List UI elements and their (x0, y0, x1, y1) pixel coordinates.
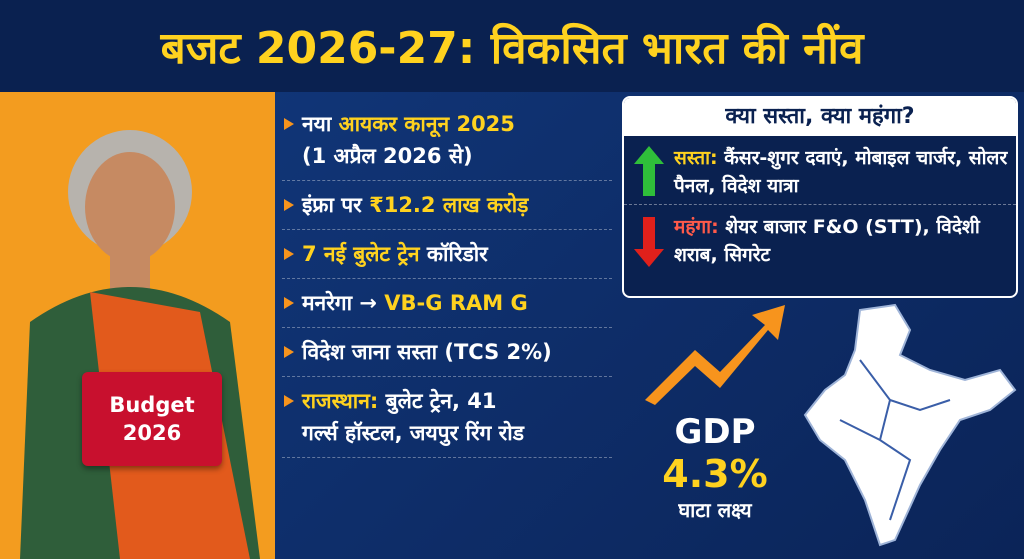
bullet-item: 7 नई बुलेट ट्रेन कॉरिडोर (282, 230, 612, 279)
gdp-value: 4.3% (662, 452, 768, 496)
bullet-text: विदेश जाना सस्ता (TCS 2%) (302, 340, 552, 364)
bullet-item: मनरेगा → VB-G RAM G (282, 279, 612, 328)
portrait-illustration (0, 92, 275, 559)
cheaper-row: सस्ता: कैंसर-शुगर दवाएं, मोबाइल चार्जर, … (624, 136, 1016, 204)
gdp-caption: घाटा लक्ष्य (678, 498, 752, 522)
down-arrow (634, 217, 664, 267)
bullet-text: (1 अप्रैल 2026 से) (302, 144, 473, 168)
bullet-item: विदेश जाना सस्ता (TCS 2%) (282, 328, 612, 377)
bullet-item: राजस्थान: बुलेट ट्रेन, 41 गर्ल्स हॉस्टल, … (282, 377, 612, 458)
bullet-text: कॉरिडोर (419, 242, 488, 266)
cheaper-label: सस्ता: (674, 147, 718, 169)
costlier-label: महंगा: (674, 216, 719, 238)
budget-badge: Budget 2026 (82, 372, 222, 466)
bullet-item: नया आयकर कानून 2025 (1 अप्रैल 2026 से) (282, 100, 612, 181)
highlight-text: VB-G RAM G (384, 291, 528, 315)
gdp-label: GDP (674, 412, 756, 452)
bullet-line: इंफ्रा पर ₹12.2 लाख करोड़ (302, 189, 612, 221)
up-arrow (634, 146, 664, 196)
bullet-line: मनरेगा → VB-G RAM G (302, 287, 612, 319)
bullet-text: इंफ्रा पर (302, 193, 370, 217)
bullet-line: (1 अप्रैल 2026 से) (302, 140, 612, 172)
india-map (803, 303, 1017, 547)
bullet-text: गर्ल्स हॉस्टल, जयपुर रिंग रोड (302, 421, 524, 445)
highlight-text: राजस्थान: (302, 389, 379, 413)
costlier-row: महंगा: शेयर बाजार F&O (STT), विदेशी शराब… (624, 204, 1016, 273)
bullet-line: राजस्थान: बुलेट ट्रेन, 41 (302, 385, 612, 417)
bullet-text: मनरेगा → (302, 291, 385, 315)
bullet-line: नया आयकर कानून 2025 (302, 108, 612, 140)
title: बजट 2026-27: विकसित भारत की नींव (0, 0, 1024, 92)
growth-arrow (645, 305, 785, 405)
bullet-line: 7 नई बुलेट ट्रेन कॉरिडोर (302, 238, 612, 270)
gdp-block: GDP 4.3% घाटा लक्ष्य (640, 412, 790, 523)
highlight-text: आयकर कानून 2025 (338, 112, 515, 136)
costlier-text: शेयर बाजार F&O (STT), विदेशी शराब, सिगरे… (674, 216, 980, 266)
highlight-text: 7 नई बुलेट ट्रेन (302, 242, 420, 266)
badge-line: Budget (109, 393, 195, 417)
bullet-item: इंफ्रा पर ₹12.2 लाख करोड़ (282, 181, 612, 230)
badge-line: 2026 (122, 421, 182, 445)
cheaper-text: कैंसर-शुगर दवाएं, मोबाइल चार्जर, सोलर पै… (674, 147, 1008, 197)
highlight-text: ₹12.2 लाख करोड़ (369, 193, 529, 217)
price-heading: क्या सस्ता, क्या महंगा? (624, 98, 1016, 136)
bullet-list: नया आयकर कानून 2025 (1 अप्रैल 2026 से) इंफ… (282, 100, 612, 458)
bullet-text: बुलेट ट्रेन, 41 (378, 389, 497, 413)
price-box: क्या सस्ता, क्या महंगा? सस्ता: कैंसर-शुग… (622, 96, 1018, 298)
bullet-text: नया (302, 112, 339, 136)
bullet-line: गर्ल्स हॉस्टल, जयपुर रिंग रोड (302, 417, 612, 449)
bullet-line: विदेश जाना सस्ता (TCS 2%) (302, 336, 612, 368)
